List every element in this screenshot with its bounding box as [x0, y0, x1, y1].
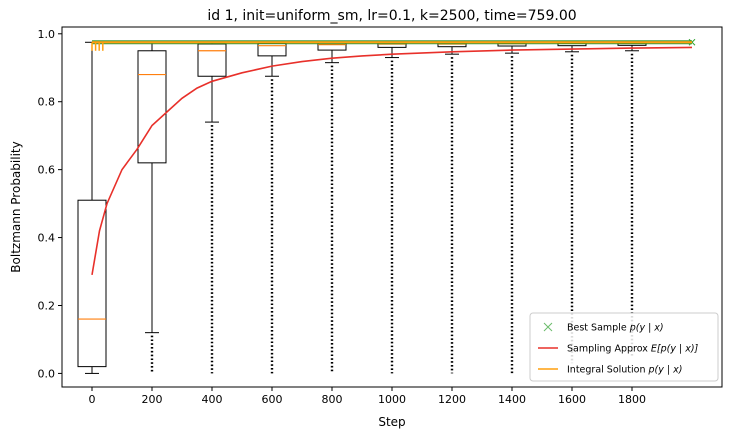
box-600 [257, 41, 287, 374]
series-sampling-approx [91, 46, 693, 276]
legend-label-math-0: p(y | x) [629, 323, 664, 334]
legend-label-1: Sampling Approx E[p(y | x)] [567, 344, 699, 355]
y-tick-label-4: 0.8 [38, 96, 56, 109]
x-tick-label-400: 400 [202, 393, 223, 406]
x-tick-label-1600: 1600 [558, 393, 586, 406]
x-tick-label-1000: 1000 [378, 393, 406, 406]
y-axis: 0.0 0.2 0.4 0.6 0.8 1.0 [38, 28, 62, 380]
box-400 [197, 41, 227, 374]
x-tick-label-1800: 1800 [618, 393, 646, 406]
box-body-400 [197, 43, 227, 77]
box-800 [317, 41, 347, 374]
legend-label-text-1: Sampling Approx [567, 344, 651, 355]
legend-entry-2: Integral Solution p(y | x) [538, 365, 682, 376]
x-tick-label-600: 600 [262, 393, 283, 406]
legend-label-text-0: Best Sample [567, 323, 630, 334]
legend-marker-0 [543, 322, 553, 332]
y-tick-label-1: 0.2 [38, 299, 56, 312]
legend: Best Sample p(y | x) Sampling Approx E[p(… [529, 312, 719, 382]
legend-label-0: Best Sample p(y | x) [567, 323, 664, 334]
legend-entry-1: Sampling Approx E[p(y | x)] [538, 344, 699, 355]
legend-box [529, 312, 719, 382]
box-1200 [437, 41, 467, 374]
x-tick-label-1400: 1400 [498, 393, 526, 406]
legend-label-2: Integral Solution p(y | x) [567, 365, 682, 376]
y-tick-label-0: 0.0 [38, 367, 56, 380]
x-tick-label-200: 200 [142, 393, 163, 406]
x-tick-label-1200: 1200 [438, 393, 466, 406]
x-axis-label: Step [378, 415, 405, 429]
y-tick-label-5: 1.0 [38, 28, 56, 41]
legend-entry-0: Best Sample p(y | x) [543, 322, 664, 334]
box-0 [77, 41, 107, 374]
x-axis: 0 200 400 600 800 1000 1200 1400 1600 1800 [89, 387, 646, 406]
legend-label-math-1: E[p(y | x)] [651, 344, 699, 355]
box-1400 [497, 41, 527, 374]
box-200 [137, 41, 167, 374]
x-tick-label-800: 800 [322, 393, 343, 406]
y-axis-label: Boltzmann Probability [9, 141, 23, 272]
box-1800 [617, 41, 647, 357]
y-tick-label-2: 0.4 [38, 232, 56, 245]
legend-label-math-2: p(y | x) [648, 365, 683, 376]
box-body-200 [137, 50, 167, 164]
plot-area [61, 26, 723, 388]
y-tick-label-3: 0.6 [38, 164, 56, 177]
x-tick-label-0: 0 [89, 393, 96, 406]
chart-title: id 1, init=uniform_sm, lr=0.1, k=2500, t… [207, 8, 576, 24]
legend-label-text-2: Integral Solution [567, 365, 649, 376]
box-body-0 [77, 199, 107, 368]
integral-solution-start-jitter [91, 42, 104, 51]
box-1000 [377, 41, 407, 374]
